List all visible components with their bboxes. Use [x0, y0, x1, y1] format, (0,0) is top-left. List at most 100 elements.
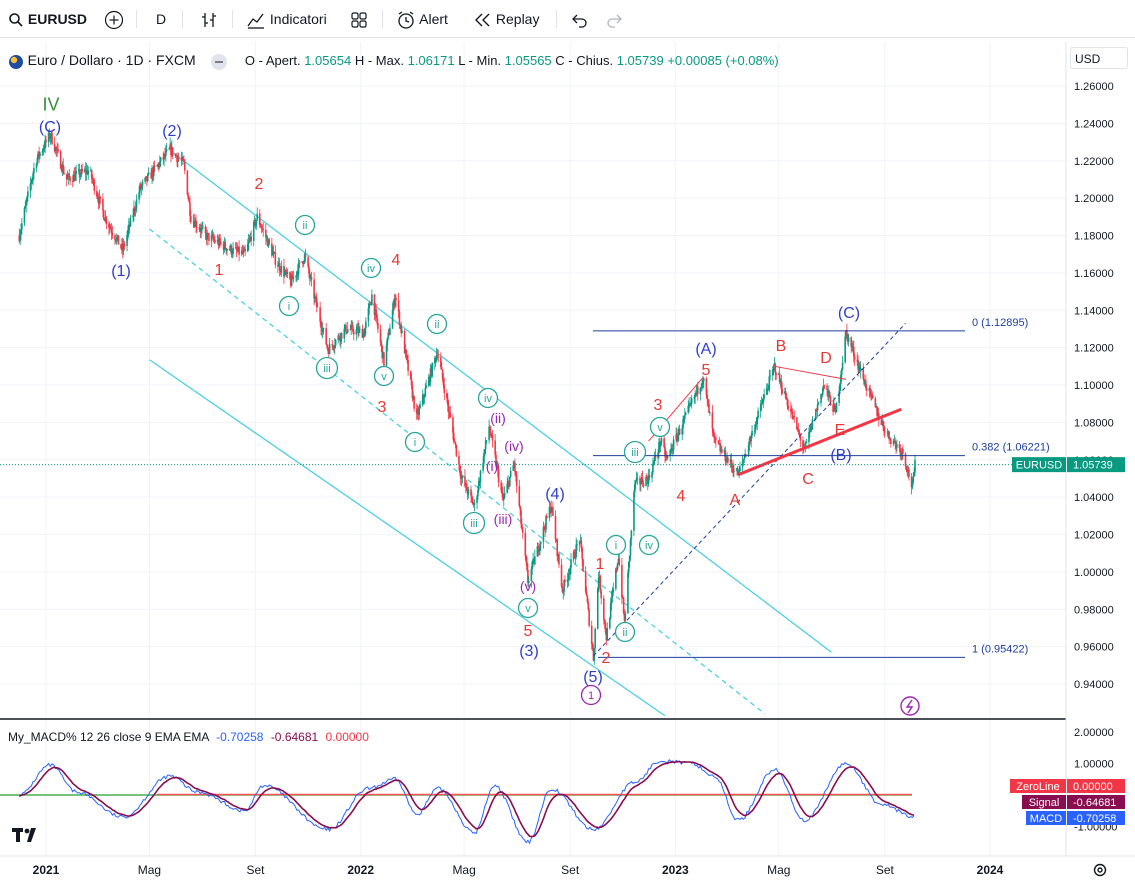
candle-body	[379, 329, 382, 343]
layout-button[interactable]	[350, 0, 368, 38]
candle-body	[115, 237, 118, 242]
candle-body	[421, 394, 424, 406]
candle-body	[775, 373, 777, 376]
candle-body	[671, 449, 674, 452]
candle-body	[193, 221, 196, 227]
macd-badge-value: -0.70258	[1073, 813, 1116, 825]
candle-body	[729, 459, 732, 463]
candle-body	[194, 220, 196, 227]
candle-body	[404, 349, 407, 354]
candle-body	[205, 233, 208, 240]
candle-body	[453, 441, 456, 443]
candle-body	[252, 222, 255, 241]
candle-body	[796, 428, 799, 430]
macd-tick-label: 1.00000	[1074, 759, 1114, 771]
candle-body	[618, 558, 621, 565]
candle-body	[648, 474, 651, 478]
wave-label: i	[414, 437, 416, 449]
signal-badge-value: -0.64681	[1073, 797, 1116, 809]
candle-body	[845, 329, 847, 337]
macd-indicator-label: My_MACD% 12 26 close 9 EMA EMA	[8, 730, 209, 744]
candle-body	[304, 254, 307, 258]
wave-label: ii	[435, 319, 440, 331]
candle-body	[853, 356, 856, 360]
candle-body	[412, 396, 415, 399]
wave-label-circle	[278, 295, 300, 317]
candle-body	[792, 416, 795, 419]
candle-body	[518, 486, 521, 507]
redo-button[interactable]	[606, 0, 624, 38]
candle-body	[104, 217, 107, 222]
replay-button[interactable]: Replay	[474, 0, 539, 38]
candle-body	[231, 253, 234, 255]
candle-body	[817, 403, 820, 405]
price-axis[interactable]: 1.26000 1.24000 1.22000 1.20000 1.18000 1.160…	[1074, 81, 1114, 691]
candle-body	[545, 516, 547, 530]
compare-button[interactable]	[104, 0, 124, 38]
candle-body	[102, 198, 104, 211]
tradingview-logo[interactable]	[12, 826, 42, 849]
candle-body	[170, 144, 172, 156]
candle-body	[586, 595, 589, 603]
low-value: 1.05565	[504, 53, 552, 68]
candle-body	[898, 444, 901, 449]
candle-body	[508, 481, 510, 487]
interval-button[interactable]: D	[156, 11, 167, 27]
currency-button[interactable]: USD	[1070, 47, 1128, 69]
candle-body	[284, 272, 286, 277]
candle-body	[785, 398, 788, 400]
candle-body	[574, 556, 577, 559]
candle-body	[331, 344, 334, 346]
candle-body	[219, 238, 221, 243]
fib-level-1-label: 1 (0.95422)	[972, 643, 1028, 655]
candle-body	[403, 330, 406, 354]
candle-body	[870, 390, 872, 395]
candle-body	[114, 235, 116, 241]
candle-body	[96, 190, 98, 197]
collapse-legend-button[interactable]	[211, 53, 228, 70]
fib-level-0-label: 0 (1.12895)	[972, 317, 1028, 329]
candle-body	[670, 448, 672, 451]
candle-body	[531, 561, 534, 569]
candle-body	[665, 455, 667, 457]
candle-body	[828, 391, 831, 398]
top-toolbar: EURUSD D Indicatori Alert Replay	[0, 0, 1135, 38]
candle-body	[169, 144, 171, 149]
candle-body	[887, 431, 890, 434]
candle-body	[156, 165, 159, 167]
undo-button[interactable]	[570, 0, 588, 38]
candle-body	[911, 482, 914, 488]
chart-type-button[interactable]	[200, 0, 218, 38]
symbol-search-button[interactable]: EURUSD	[8, 0, 87, 38]
candle-body	[642, 484, 645, 487]
wave-label: B	[776, 338, 787, 355]
candle-body	[199, 229, 202, 232]
lightning-event-icon[interactable]	[900, 696, 920, 716]
candle-body	[407, 360, 409, 371]
indicators-button[interactable]: Indicatori	[246, 0, 327, 38]
wave-label-circle	[614, 621, 636, 643]
time-axis[interactable]: 2021 Mag Set 2022 Mag Set 2023 Mag Set 2024	[33, 863, 1004, 877]
alarm-clock-icon	[398, 11, 414, 29]
candle-body	[627, 561, 630, 573]
alert-button[interactable]: Alert	[396, 0, 448, 38]
candle-body	[671, 448, 673, 452]
candle-body	[610, 597, 613, 604]
chart-settings-button[interactable]	[1092, 862, 1108, 883]
candle-body	[452, 417, 454, 433]
candle-body	[694, 393, 696, 398]
wave-label: 3	[378, 399, 387, 416]
candle-body	[563, 579, 565, 592]
candle-body	[427, 376, 430, 386]
candle-body	[332, 345, 334, 348]
candle-body	[255, 220, 258, 226]
candle-body	[423, 396, 426, 398]
candle-body	[371, 294, 373, 305]
candle-body	[362, 332, 365, 338]
candle-body	[157, 163, 159, 166]
candle-body	[151, 169, 153, 179]
candle-body	[721, 448, 723, 453]
candle-body	[133, 207, 135, 216]
candle-body	[711, 412, 714, 429]
